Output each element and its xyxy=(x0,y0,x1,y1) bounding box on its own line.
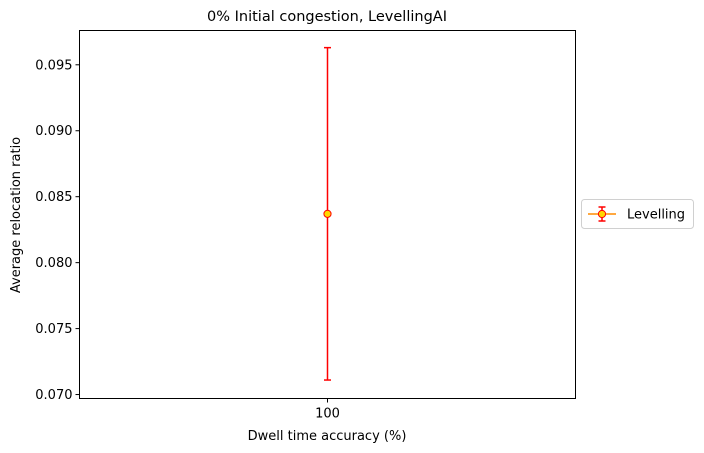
data-point xyxy=(323,209,332,218)
chart-title: 0% Initial congestion, LevellingAI xyxy=(207,9,447,25)
legend-frame xyxy=(581,199,694,229)
legend-marker xyxy=(588,206,616,222)
x-axis-ticks: 100 xyxy=(315,398,340,422)
legend: Levelling xyxy=(581,199,694,229)
y-tick-label: 0.085 xyxy=(35,190,72,205)
y-tick-label: 0.075 xyxy=(35,322,72,337)
y-tick-label: 0.090 xyxy=(35,124,72,139)
y-tick-label: 0.070 xyxy=(35,388,72,403)
legend-label-levelling: Levelling xyxy=(627,208,685,223)
legend-point-marker xyxy=(597,209,607,219)
x-tick-label: 100 xyxy=(315,407,340,422)
y-tick-label: 0.095 xyxy=(35,58,72,73)
series-layer xyxy=(323,46,332,381)
y-axis-label: Average relocation ratio xyxy=(9,137,24,293)
y-tick-label: 0.080 xyxy=(35,256,72,271)
x-axis-label: Dwell time accuracy (%) xyxy=(248,429,407,444)
y-axis-ticks: 0.070 0.075 0.080 0.085 0.090 0.095 xyxy=(35,58,80,403)
